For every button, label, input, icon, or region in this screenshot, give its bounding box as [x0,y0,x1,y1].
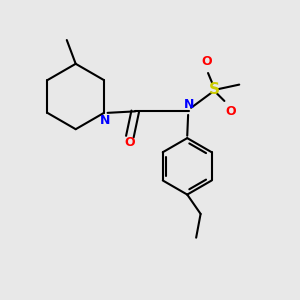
Text: N: N [100,114,111,127]
Text: O: O [201,55,212,68]
Text: N: N [184,98,194,111]
Text: O: O [124,136,135,149]
Text: O: O [225,105,236,118]
Text: S: S [208,82,220,97]
